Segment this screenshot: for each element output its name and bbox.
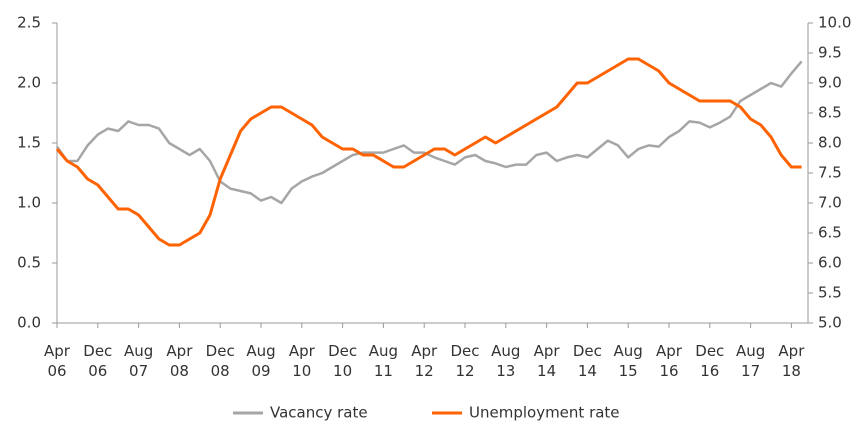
series-line bbox=[55, 60, 803, 205]
y2-tick-label: 8.0 bbox=[818, 134, 842, 152]
x-tick-label: Apr 16 bbox=[656, 342, 682, 380]
x-tick-label: Aug 13 bbox=[491, 342, 521, 380]
legend-label: Unemployment rate bbox=[469, 404, 620, 422]
y-tick-label: 2.5 bbox=[17, 14, 41, 32]
y-tick-label: 2.0 bbox=[17, 74, 41, 92]
y2-tick-label: 6.5 bbox=[818, 224, 842, 242]
y2-tick-label: 7.5 bbox=[818, 164, 842, 182]
x-tick-label: Dec 12 bbox=[450, 342, 480, 380]
x-tick-label: Dec 10 bbox=[328, 342, 358, 380]
y-tick-label: 0.5 bbox=[17, 254, 41, 272]
legend-label: Vacancy rate bbox=[270, 404, 368, 422]
x-tick-label: Apr 06 bbox=[44, 342, 70, 380]
y2-tick-label: 9.0 bbox=[818, 74, 842, 92]
y-tick-label: 0.0 bbox=[17, 314, 41, 332]
y2-tick-label: 7.0 bbox=[818, 194, 842, 212]
y2-tick-label: 9.5 bbox=[818, 44, 842, 62]
x-tick-label: Aug 07 bbox=[123, 342, 154, 380]
y2-tick-label: 6.0 bbox=[818, 254, 842, 272]
y-tick-label: 1.5 bbox=[17, 134, 41, 152]
x-tick-label: Aug 09 bbox=[246, 342, 276, 380]
x-tick-label: Aug 17 bbox=[735, 342, 766, 380]
x-tick-label: Apr 08 bbox=[166, 342, 193, 380]
x-tick-label: Apr 18 bbox=[778, 342, 805, 380]
y-tick-label: 1.0 bbox=[17, 194, 41, 212]
x-tick-label: Apr 14 bbox=[533, 342, 560, 380]
series-line bbox=[55, 57, 802, 247]
y2-tick-label: 5.0 bbox=[818, 314, 842, 332]
x-tick-label: Aug 11 bbox=[368, 342, 399, 380]
y2-tick-label: 5.5 bbox=[818, 284, 842, 302]
x-tick-label: Apr 12 bbox=[411, 342, 438, 380]
x-tick-label: Aug 15 bbox=[613, 342, 643, 380]
y2-tick-label: 8.5 bbox=[818, 104, 842, 122]
x-tick-label: Dec 06 bbox=[83, 342, 113, 380]
x-tick-label: Dec 08 bbox=[205, 342, 235, 380]
x-tick-label: Dec 14 bbox=[572, 342, 602, 380]
x-tick-label: Apr 10 bbox=[288, 342, 315, 380]
x-tick-label: Dec 16 bbox=[695, 342, 725, 380]
y2-tick-label: 10.0 bbox=[818, 14, 851, 32]
